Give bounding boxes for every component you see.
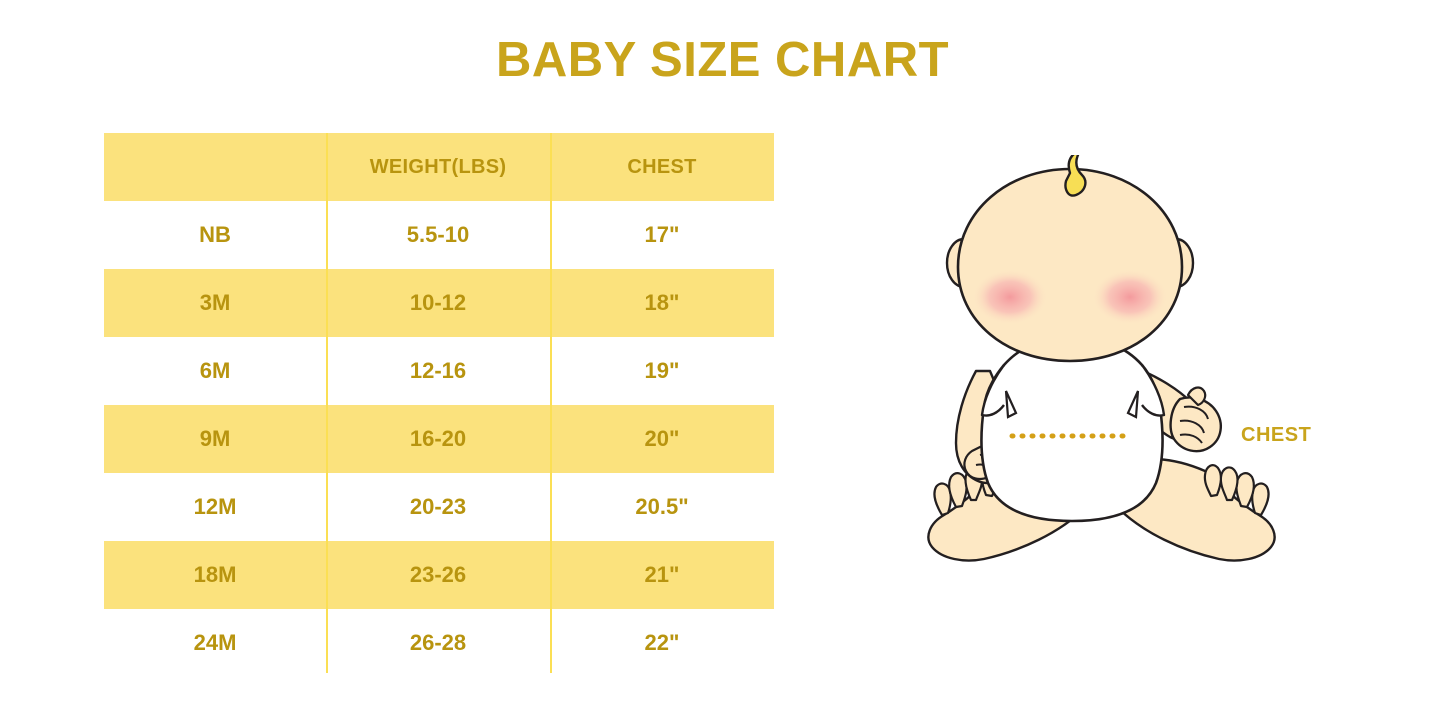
cell-size: 9M	[104, 405, 326, 473]
baby-right-blush	[1092, 269, 1168, 325]
cell-size: 12M	[104, 473, 326, 541]
table-row: 3M 10-12 18"	[104, 269, 774, 337]
cell-weight: 16-20	[326, 405, 550, 473]
table-header-row: WEIGHT(LBS) CHEST	[104, 133, 774, 201]
baby-size-table: WEIGHT(LBS) CHEST NB 5.5-10 17" 3M 10-12…	[104, 133, 774, 677]
cell-size: NB	[104, 201, 326, 269]
baby-head	[956, 167, 1184, 363]
header-chest: CHEST	[550, 133, 774, 201]
cell-weight: 5.5-10	[326, 201, 550, 269]
onesie-left-sleeve	[980, 364, 1005, 417]
table-row: NB 5.5-10 17"	[104, 201, 774, 269]
cell-weight: 12-16	[326, 337, 550, 405]
chest-label: CHEST	[1241, 424, 1312, 446]
table-row: 18M 23-26 21"	[104, 541, 774, 609]
header-size	[104, 133, 326, 201]
table-row: 9M 16-20 20"	[104, 405, 774, 473]
cell-chest: 18"	[550, 269, 774, 337]
cell-chest: 21"	[550, 541, 774, 609]
cell-weight: 10-12	[326, 269, 550, 337]
table-row: 6M 12-16 19"	[104, 337, 774, 405]
table-row: 12M 20-23 20.5"	[104, 473, 774, 541]
header-weight: WEIGHT(LBS)	[326, 133, 550, 201]
cell-chest: 22"	[550, 609, 774, 677]
cell-size: 3M	[104, 269, 326, 337]
cell-weight: 20-23	[326, 473, 550, 541]
column-divider-right	[550, 133, 552, 673]
cell-chest: 17"	[550, 201, 774, 269]
column-divider-left	[326, 133, 328, 673]
table-row: 24M 26-28 22"	[104, 609, 774, 677]
cell-size: 18M	[104, 541, 326, 609]
cell-chest: 20"	[550, 405, 774, 473]
onesie-right-sleeve	[1141, 364, 1166, 417]
cell-weight: 26-28	[326, 609, 550, 677]
cell-size: 24M	[104, 609, 326, 677]
baby-illustration	[927, 155, 1276, 562]
cell-weight: 23-26	[326, 541, 550, 609]
baby-onesie	[980, 335, 1164, 523]
baby-left-blush	[972, 269, 1048, 325]
cell-chest: 20.5"	[550, 473, 774, 541]
onesie-right-armhole	[1126, 390, 1140, 419]
page-title: BABY SIZE CHART	[495, 33, 950, 87]
onesie-left-armhole	[1004, 390, 1018, 419]
baby-hair-curl	[1064, 155, 1087, 197]
cell-size: 6M	[104, 337, 326, 405]
cell-chest: 19"	[550, 337, 774, 405]
